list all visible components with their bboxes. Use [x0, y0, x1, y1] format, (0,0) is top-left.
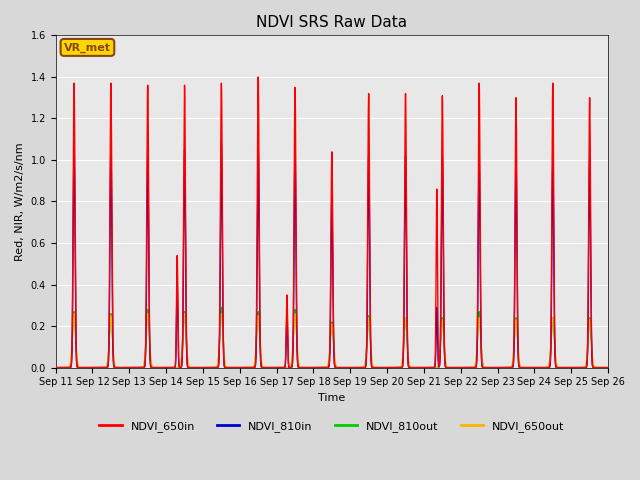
Title: NDVI SRS Raw Data: NDVI SRS Raw Data [256, 15, 408, 30]
X-axis label: Time: Time [318, 393, 346, 403]
Legend: NDVI_650in, NDVI_810in, NDVI_810out, NDVI_650out: NDVI_650in, NDVI_810in, NDVI_810out, NDV… [95, 416, 569, 436]
Text: VR_met: VR_met [64, 42, 111, 52]
Y-axis label: Red, NIR, W/m2/s/nm: Red, NIR, W/m2/s/nm [15, 142, 25, 261]
